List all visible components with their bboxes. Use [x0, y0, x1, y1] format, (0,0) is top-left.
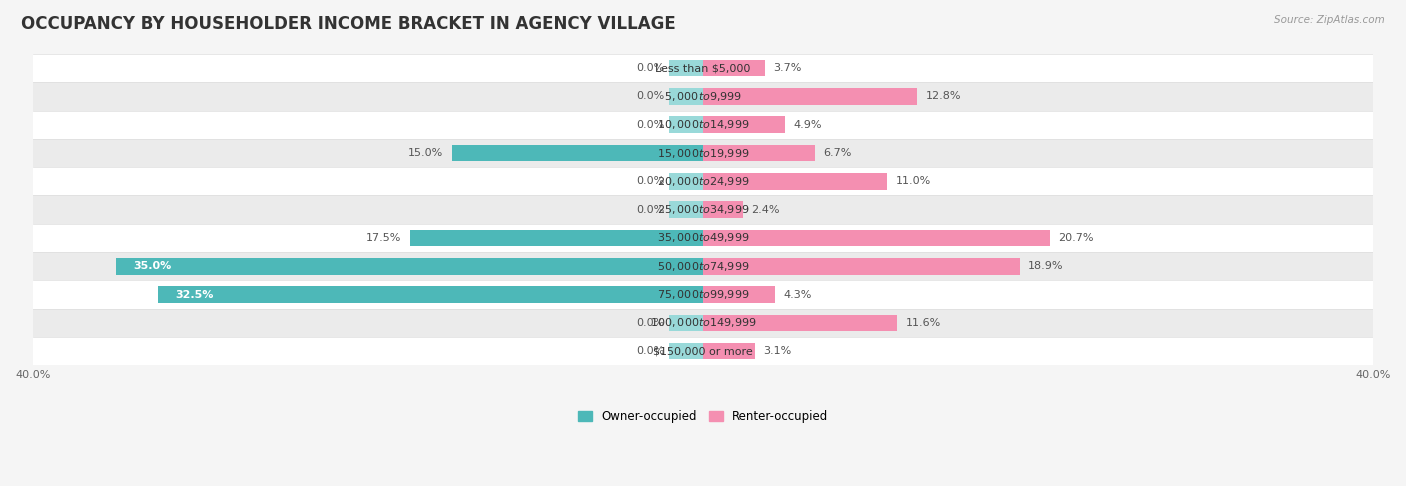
Bar — [409, 230, 703, 246]
Text: 3.7%: 3.7% — [773, 63, 801, 73]
Bar — [32, 224, 1374, 252]
Bar — [32, 54, 1374, 82]
Text: 4.3%: 4.3% — [783, 290, 811, 299]
Text: 18.9%: 18.9% — [1028, 261, 1063, 271]
Bar — [32, 110, 1374, 139]
Bar — [703, 343, 755, 360]
Text: 11.6%: 11.6% — [905, 318, 941, 328]
Bar — [117, 258, 703, 275]
Text: 0.0%: 0.0% — [636, 63, 665, 73]
Text: 11.0%: 11.0% — [896, 176, 931, 186]
Bar — [703, 117, 785, 133]
Text: 0.0%: 0.0% — [636, 120, 665, 130]
Bar — [703, 315, 897, 331]
Text: 20.7%: 20.7% — [1059, 233, 1094, 243]
Text: $20,000 to $24,999: $20,000 to $24,999 — [657, 175, 749, 188]
Bar — [32, 167, 1374, 195]
Bar — [703, 173, 887, 190]
Text: $150,000 or more: $150,000 or more — [654, 346, 752, 356]
Text: 0.0%: 0.0% — [636, 205, 665, 215]
Text: $50,000 to $74,999: $50,000 to $74,999 — [657, 260, 749, 273]
Text: Less than $5,000: Less than $5,000 — [655, 63, 751, 73]
Text: 0.0%: 0.0% — [636, 91, 665, 102]
Bar — [669, 60, 703, 76]
Bar — [32, 139, 1374, 167]
Text: $5,000 to $9,999: $5,000 to $9,999 — [664, 90, 742, 103]
Text: 4.9%: 4.9% — [793, 120, 823, 130]
Text: 12.8%: 12.8% — [927, 91, 962, 102]
Bar — [32, 195, 1374, 224]
Bar — [32, 82, 1374, 110]
Bar — [703, 145, 815, 161]
Text: 35.0%: 35.0% — [134, 261, 172, 271]
Bar — [32, 280, 1374, 309]
Text: $100,000 to $149,999: $100,000 to $149,999 — [650, 316, 756, 330]
Bar — [451, 145, 703, 161]
Bar — [669, 173, 703, 190]
Text: $25,000 to $34,999: $25,000 to $34,999 — [657, 203, 749, 216]
Bar — [703, 201, 744, 218]
Text: $35,000 to $49,999: $35,000 to $49,999 — [657, 231, 749, 244]
Bar — [669, 315, 703, 331]
Bar — [669, 117, 703, 133]
Text: 3.1%: 3.1% — [763, 346, 792, 356]
Bar — [703, 258, 1019, 275]
Text: 0.0%: 0.0% — [636, 346, 665, 356]
Text: Source: ZipAtlas.com: Source: ZipAtlas.com — [1274, 15, 1385, 25]
Legend: Owner-occupied, Renter-occupied: Owner-occupied, Renter-occupied — [572, 406, 834, 428]
Bar — [703, 60, 765, 76]
Bar — [669, 343, 703, 360]
Bar — [32, 252, 1374, 280]
Bar — [159, 286, 703, 303]
Text: 0.0%: 0.0% — [636, 318, 665, 328]
Text: 17.5%: 17.5% — [366, 233, 401, 243]
Text: 0.0%: 0.0% — [636, 176, 665, 186]
Text: $15,000 to $19,999: $15,000 to $19,999 — [657, 146, 749, 159]
Bar — [32, 337, 1374, 365]
Bar — [669, 201, 703, 218]
Bar — [703, 230, 1050, 246]
Text: 15.0%: 15.0% — [408, 148, 443, 158]
Text: $75,000 to $99,999: $75,000 to $99,999 — [657, 288, 749, 301]
Text: 6.7%: 6.7% — [824, 148, 852, 158]
Text: $10,000 to $14,999: $10,000 to $14,999 — [657, 118, 749, 131]
Bar — [669, 88, 703, 104]
Bar — [703, 88, 918, 104]
Text: 32.5%: 32.5% — [176, 290, 214, 299]
Text: 2.4%: 2.4% — [752, 205, 780, 215]
Text: OCCUPANCY BY HOUSEHOLDER INCOME BRACKET IN AGENCY VILLAGE: OCCUPANCY BY HOUSEHOLDER INCOME BRACKET … — [21, 15, 676, 33]
Bar — [32, 309, 1374, 337]
Bar — [703, 286, 775, 303]
